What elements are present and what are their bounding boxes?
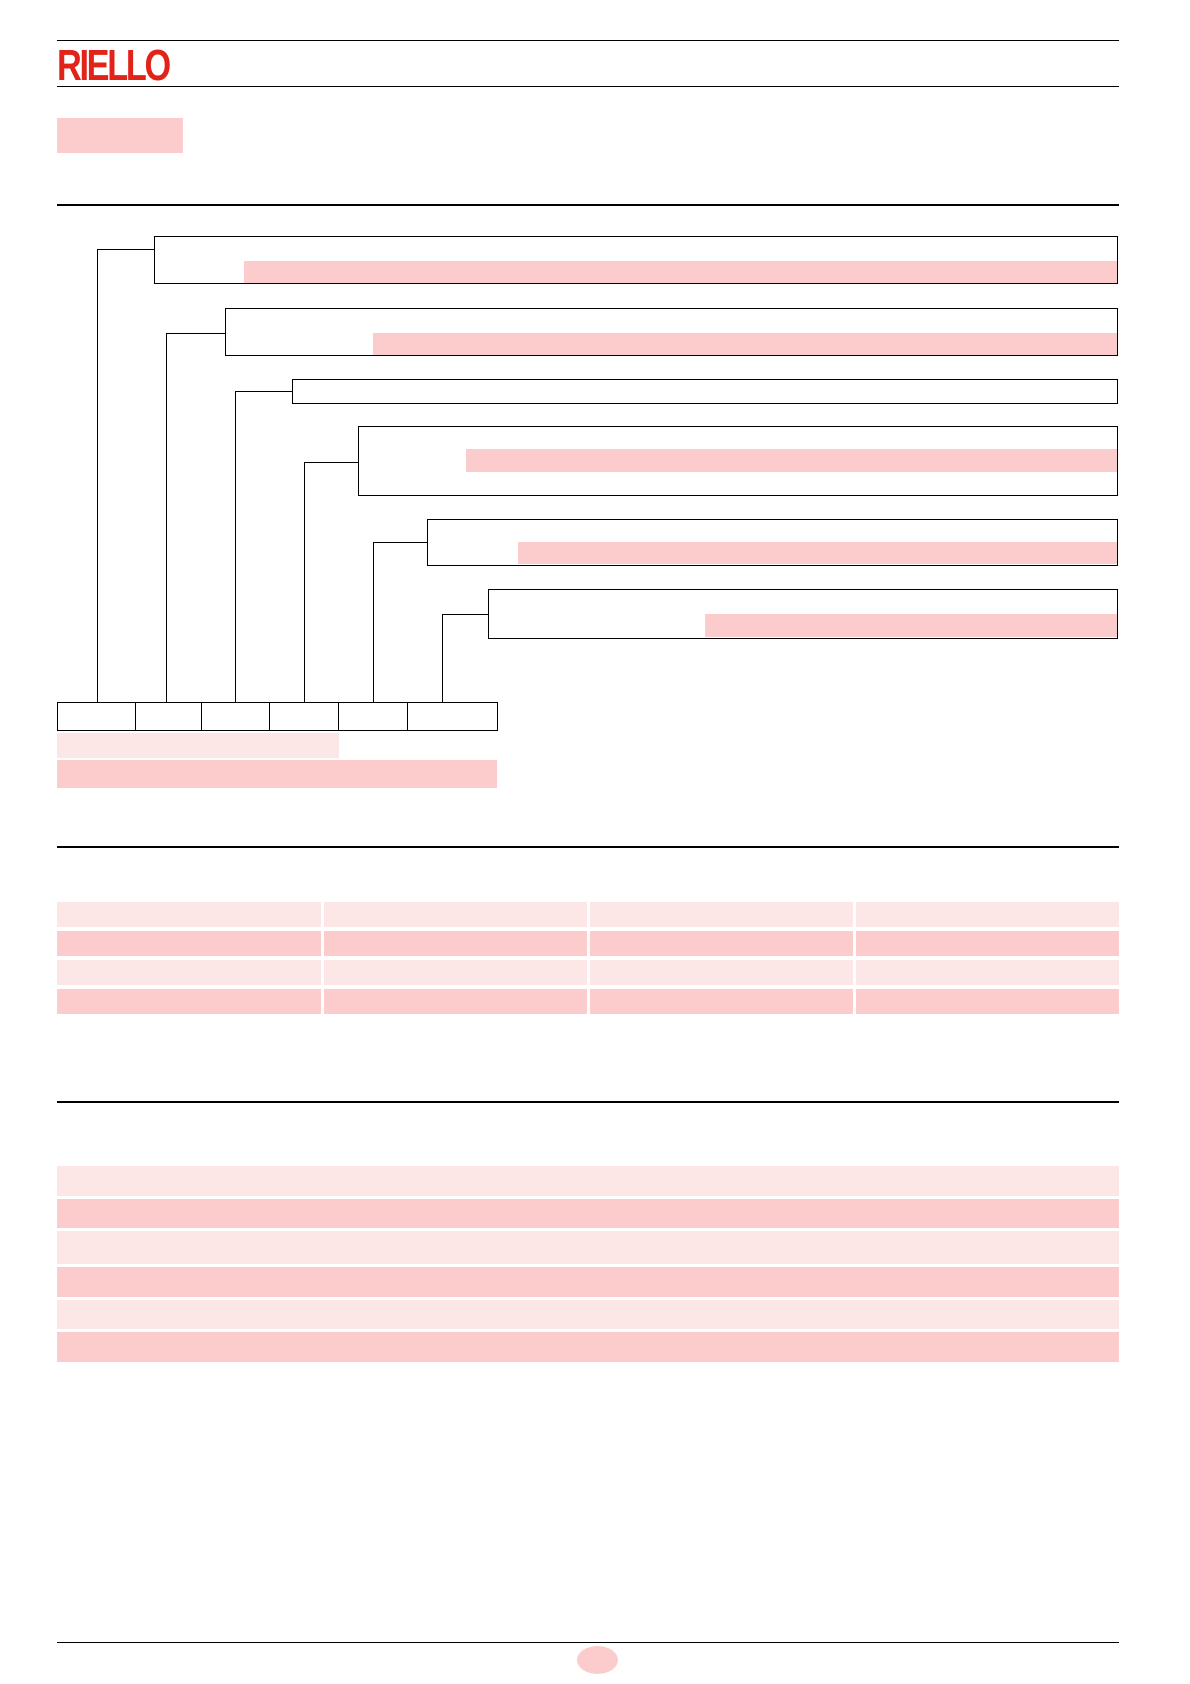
table1-cell bbox=[324, 960, 587, 985]
connector-2-horizontal bbox=[166, 333, 225, 334]
table2-row bbox=[57, 1231, 1119, 1264]
page-number-badge bbox=[577, 1646, 618, 1674]
header-bottom-rule bbox=[57, 86, 1119, 87]
table1-cell bbox=[590, 931, 853, 956]
code-segment-3 bbox=[201, 702, 270, 731]
table1-cell bbox=[57, 989, 321, 1014]
table1-cell bbox=[856, 902, 1119, 927]
connector-6-vertical bbox=[442, 614, 443, 702]
table1-cell bbox=[57, 960, 321, 985]
table1-cell bbox=[324, 902, 587, 927]
table1-cell bbox=[856, 931, 1119, 956]
section-title-block bbox=[57, 118, 183, 153]
table2-row bbox=[57, 1199, 1119, 1228]
designation-box-2-text bbox=[373, 333, 1117, 355]
table1-cell bbox=[590, 960, 853, 985]
connector-4-horizontal bbox=[304, 462, 358, 463]
code-segment-5 bbox=[338, 702, 408, 731]
connector-1-horizontal bbox=[97, 249, 154, 250]
code-segment-2 bbox=[135, 702, 202, 731]
header-top-rule bbox=[57, 40, 1119, 41]
table1-cell bbox=[57, 902, 321, 927]
designation-example-line-2 bbox=[57, 760, 497, 788]
designation-box-6-text bbox=[705, 614, 1117, 637]
connector-6-horizontal bbox=[442, 614, 488, 615]
table1-cell bbox=[590, 989, 853, 1014]
section3-rule bbox=[57, 1101, 1119, 1103]
connector-5-horizontal bbox=[373, 542, 427, 543]
table1-cell bbox=[324, 931, 587, 956]
connector-2-vertical bbox=[166, 333, 167, 702]
table2-row bbox=[57, 1166, 1119, 1196]
brand-logo: RIELLO bbox=[57, 41, 171, 90]
designation-box-1-text bbox=[244, 261, 1117, 283]
code-segment-6 bbox=[407, 702, 498, 731]
connector-3-vertical bbox=[235, 391, 236, 702]
table2-row bbox=[57, 1267, 1119, 1297]
section1-rule bbox=[57, 204, 1119, 206]
section2-rule bbox=[57, 846, 1119, 848]
connector-4-vertical bbox=[304, 462, 305, 702]
connector-1-vertical bbox=[97, 249, 98, 702]
table1-cell bbox=[324, 989, 587, 1014]
designation-box-3 bbox=[292, 379, 1118, 404]
table1-cell bbox=[856, 960, 1119, 985]
table2-row bbox=[57, 1332, 1119, 1362]
table2-row bbox=[57, 1300, 1119, 1329]
designation-box-4-text bbox=[466, 449, 1117, 472]
table1-cell bbox=[590, 902, 853, 927]
code-segment-4 bbox=[269, 702, 339, 731]
designation-example-line-1 bbox=[57, 733, 339, 758]
code-segment-1 bbox=[57, 702, 136, 731]
connector-5-vertical bbox=[373, 542, 374, 702]
table1-cell bbox=[57, 931, 321, 956]
designation-box-5-text bbox=[518, 542, 1117, 564]
footer-rule bbox=[57, 1642, 1119, 1643]
table1-cell bbox=[856, 989, 1119, 1014]
connector-3-horizontal bbox=[235, 391, 292, 392]
